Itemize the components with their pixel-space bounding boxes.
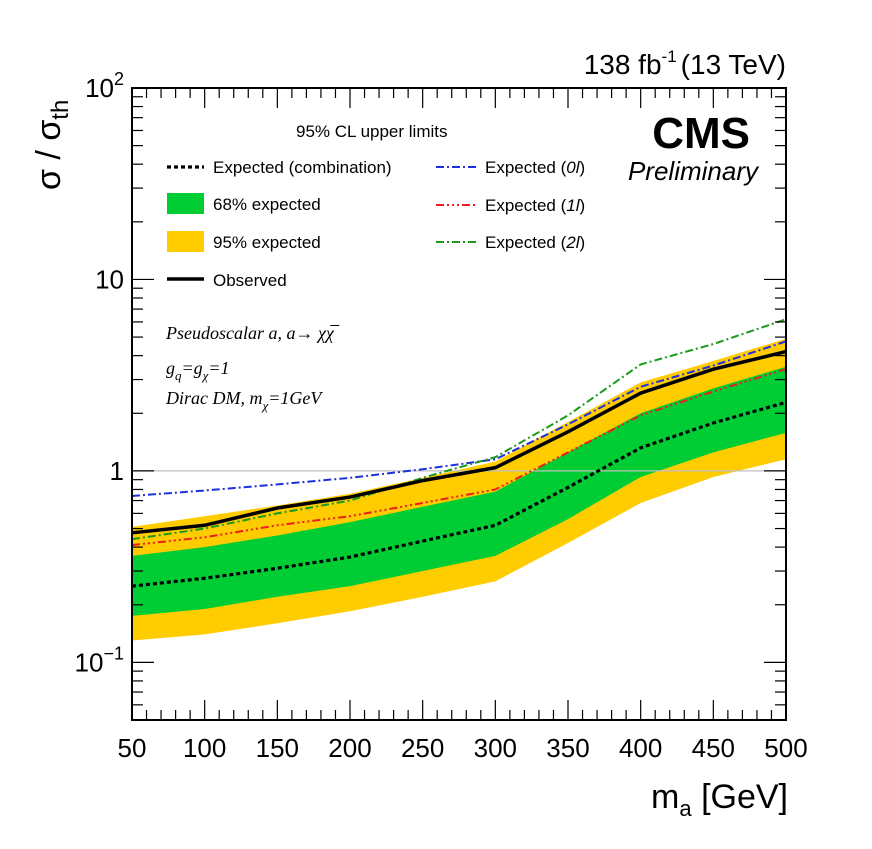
model-line-1: Pseudoscalar a, a→ χχ̅ [165, 323, 340, 343]
cms-label: CMS [652, 109, 750, 158]
y-tick-label: 10−1 [75, 643, 124, 677]
series-line-observed [131, 349, 787, 535]
band-68-expected [132, 366, 786, 616]
x-tick-label: 400 [619, 733, 662, 763]
model-line-2: gq=gχ=1 [166, 358, 230, 383]
x-tick-label: 350 [546, 733, 589, 763]
y-axis-title: σ / σth [30, 100, 74, 190]
x-tick-label: 300 [474, 733, 517, 763]
x-tick-labels: 50 100 150 200 250 300 350 400 450 500 [118, 733, 808, 763]
legend-label-observed: Observed [213, 271, 287, 290]
x-tick-label: 100 [183, 733, 226, 763]
legend-label-0l: Expected (0l) [485, 158, 585, 177]
preliminary-label: Preliminary [628, 156, 760, 186]
y-tick-label: 1 [110, 456, 124, 486]
x-tick-label: 200 [328, 733, 371, 763]
x-tick-label: 450 [692, 733, 735, 763]
legend-label-expected: Expected (combination) [213, 158, 392, 177]
plot-frame [131, 87, 787, 721]
y-tick-labels: 10−1 1 10 102 [75, 69, 124, 677]
x-tick-label: 500 [764, 733, 807, 763]
lumi-label: 138 fb-1 (13 TeV) [584, 47, 786, 80]
x-tick-label: 50 [118, 733, 147, 763]
series-line-expected-combination [131, 400, 787, 588]
model-annotation: Pseudoscalar a, a→ χχ̅ gq=gχ=1 Dirac DM,… [165, 323, 340, 413]
legend: 95% CL upper limits Expected (combinatio… [167, 122, 585, 290]
x-tick-label: 150 [256, 733, 299, 763]
legend-label-2l: Expected (2l) [485, 233, 585, 252]
legend-label-1l: Expected (1l) [485, 196, 585, 215]
series-line-expected-1l [131, 368, 787, 547]
x-tick-label: 250 [401, 733, 444, 763]
y-tick-label: 10 [95, 264, 124, 294]
legend-label-95: 95% expected [213, 233, 321, 252]
legend-label-68: 68% expected [213, 195, 321, 214]
bands-group [132, 338, 786, 641]
legend-swatch-95 [167, 231, 204, 252]
series-line-expected-2l [131, 318, 787, 541]
model-line-3: Dirac DM, mχ=1GeV [165, 388, 323, 413]
series-lines-group [131, 318, 787, 588]
legend-swatch-68 [167, 193, 204, 214]
series-line-expected-0l [131, 340, 787, 497]
y-tick-label: 102 [85, 69, 124, 103]
legend-header: 95% CL upper limits [296, 122, 448, 141]
x-axis-title: ma [GeV] [651, 778, 788, 821]
ticks-group [131, 87, 787, 721]
